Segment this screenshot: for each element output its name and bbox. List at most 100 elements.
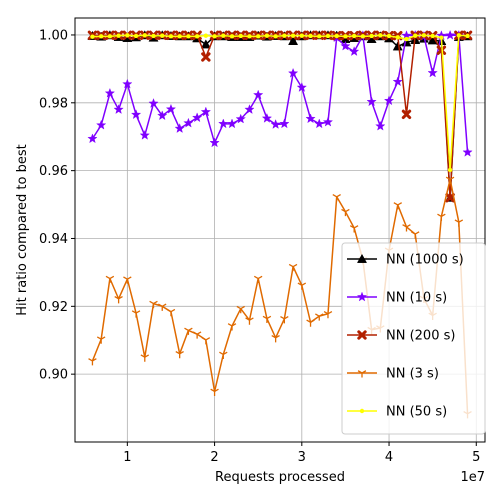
legend-entry: NN (200 s) [347, 329, 455, 344]
data-point [279, 118, 290, 129]
data-point [413, 33, 418, 38]
data-point [421, 33, 427, 38]
data-point [427, 67, 438, 78]
data-point [209, 137, 220, 148]
legend-marker [357, 370, 367, 378]
data-point [270, 119, 281, 129]
data-point [122, 78, 133, 89]
data-point [369, 33, 374, 39]
data-point [157, 303, 167, 311]
y-axis-title: Hit ratio compared to best [15, 144, 30, 315]
series-line [91, 178, 469, 414]
data-point [227, 323, 237, 331]
data-point [462, 146, 473, 157]
data-point [148, 98, 159, 108]
data-point [130, 109, 142, 120]
data-point [149, 300, 158, 309]
x-tick-label: 1 [123, 450, 131, 465]
data-point [322, 116, 334, 127]
data-point [386, 33, 392, 39]
data-point [288, 263, 298, 272]
data-point [456, 33, 462, 38]
data-point [221, 33, 226, 38]
data-point [192, 331, 202, 339]
series-layer [87, 29, 473, 419]
y-tick-label: 0.92 [39, 300, 68, 315]
data-point [262, 315, 272, 324]
data-point [383, 95, 395, 106]
data-point [96, 119, 107, 130]
data-point [341, 208, 350, 217]
data-point [219, 351, 228, 359]
data-point [253, 275, 263, 284]
data-point [236, 305, 245, 314]
y-tick-label: 0.98 [39, 96, 68, 111]
data-point [273, 34, 278, 39]
data-point [465, 33, 470, 39]
data-point [140, 354, 150, 362]
data-point [436, 45, 447, 55]
data-point [360, 34, 366, 39]
legend-box [341, 242, 486, 435]
data-point [210, 388, 219, 396]
data-point [264, 33, 270, 38]
data-point [340, 40, 351, 51]
data-point [96, 336, 106, 344]
data-point [174, 123, 185, 133]
plot-frame [74, 17, 486, 443]
data-point [139, 129, 150, 140]
data-point [282, 33, 287, 38]
x-tick-label: 5 [472, 450, 480, 465]
data-point [192, 112, 203, 123]
data-point [439, 35, 444, 40]
legend-marker [356, 291, 368, 302]
data-point [343, 34, 348, 39]
data-point [401, 109, 412, 120]
data-point [125, 33, 130, 38]
data-point [305, 113, 316, 124]
data-point [447, 167, 453, 173]
data-point [349, 46, 360, 56]
legend-entry: NN (50 s) [347, 405, 447, 420]
x-tick-label: 2 [210, 450, 218, 465]
data-point [168, 34, 174, 39]
data-point [404, 36, 409, 42]
x-offset-label: 1e7 [460, 470, 485, 485]
data-point [306, 319, 315, 327]
data-point [261, 113, 273, 123]
data-point [288, 35, 299, 45]
data-point [105, 275, 115, 284]
x-tick-label: 3 [298, 450, 306, 465]
legend-entry: NN (10 s) [347, 291, 447, 306]
legend: NN (1000 s) NN (10 s) NN (200 s) NN (3 s) NN… [341, 242, 486, 435]
data-point [87, 133, 98, 144]
data-point [98, 34, 104, 39]
data-point [437, 213, 446, 221]
data-point [245, 317, 254, 325]
data-point [142, 33, 147, 38]
x-tick-label: 4 [385, 450, 393, 465]
data-point [393, 202, 403, 210]
data-point [201, 337, 211, 345]
data-point [157, 110, 168, 121]
data-point [200, 106, 211, 117]
data-point [299, 33, 305, 38]
data-point [317, 34, 322, 39]
data-point [287, 67, 299, 78]
data-point [402, 224, 411, 232]
data-point [123, 276, 132, 284]
data-point [244, 104, 255, 114]
data-point [280, 316, 289, 324]
data-point [349, 225, 359, 233]
legend-entry: NN (3 s) [347, 367, 439, 382]
data-point [151, 33, 156, 39]
tick-layer: 1 2 3 4 5 0.90 0.92 0.94 0.96 0.98 1.00 [39, 28, 480, 465]
data-point [395, 35, 400, 40]
data-point [165, 103, 177, 114]
data-point [184, 327, 193, 335]
data-point [104, 87, 116, 98]
data-point [454, 219, 464, 227]
data-point [351, 33, 357, 39]
data-point [445, 176, 455, 184]
data-point [114, 296, 123, 304]
